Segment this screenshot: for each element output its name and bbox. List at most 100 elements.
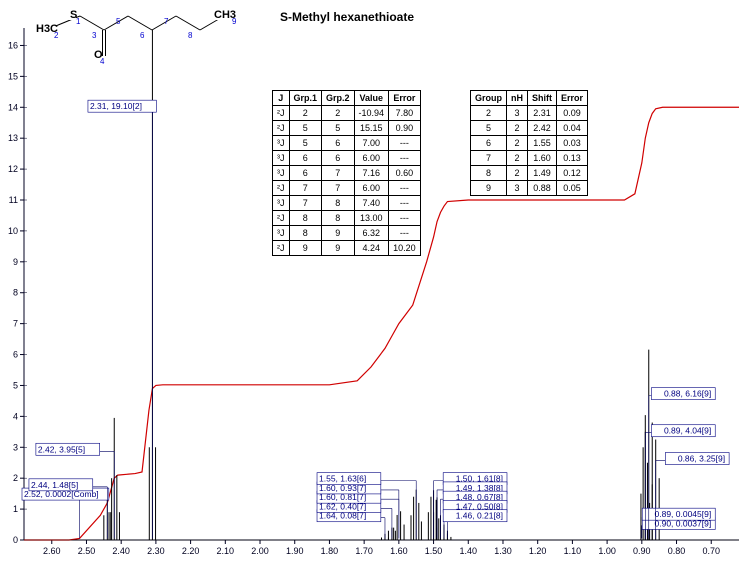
svg-text:3: 3	[92, 31, 97, 40]
cell: ---	[389, 136, 421, 151]
cell: 6	[289, 166, 322, 181]
cell: ³J	[273, 166, 290, 181]
cell: 1.60	[528, 151, 557, 166]
cell: 9	[471, 181, 507, 196]
cell: 0.13	[557, 151, 588, 166]
svg-text:4: 4	[100, 57, 105, 64]
svg-text:13: 13	[8, 133, 18, 143]
cell: 8	[322, 196, 355, 211]
col-header: Grp.2	[322, 91, 355, 106]
cell: 6.32	[354, 226, 389, 241]
svg-text:0: 0	[13, 535, 18, 545]
cell: 8	[289, 226, 322, 241]
cell: 2	[289, 106, 322, 121]
svg-text:2.40: 2.40	[112, 546, 130, 556]
cell: 2	[471, 106, 507, 121]
cell: 7	[289, 181, 322, 196]
cell: ---	[389, 181, 421, 196]
cell: 5	[322, 121, 355, 136]
cell: 2	[507, 166, 528, 181]
cell: 3	[507, 181, 528, 196]
cell: ³J	[273, 136, 290, 151]
svg-text:14: 14	[8, 102, 18, 112]
cell: 6.00	[354, 181, 389, 196]
svg-text:0.86, 3.25[9]: 0.86, 3.25[9]	[678, 454, 725, 464]
cell: ³J	[273, 151, 290, 166]
cell: 0.04	[557, 121, 588, 136]
nmr-plot: 0123456789101112131415162.602.502.402.30…	[0, 0, 743, 564]
cell: 2.42	[528, 121, 557, 136]
svg-text:10: 10	[8, 226, 18, 236]
svg-text:0.89, 0.0045[9]: 0.89, 0.0045[9]	[655, 509, 712, 519]
svg-text:1.46, 0.21[8]: 1.46, 0.21[8]	[456, 511, 503, 521]
compound-title: S-Methyl hexanethioate	[280, 10, 414, 24]
svg-text:1.40: 1.40	[460, 546, 478, 556]
cell: 0.05	[557, 181, 588, 196]
svg-text:15: 15	[8, 71, 18, 81]
cell: ²J	[273, 211, 290, 226]
cell: 6	[322, 136, 355, 151]
col-header: Value	[354, 91, 389, 106]
svg-text:9: 9	[13, 257, 18, 267]
col-header: Shift	[528, 91, 557, 106]
cell: 7.80	[389, 106, 421, 121]
svg-text:0.70: 0.70	[702, 546, 720, 556]
cell: 7.16	[354, 166, 389, 181]
cell: 7	[471, 151, 507, 166]
col-header: nH	[507, 91, 528, 106]
cell: 15.15	[354, 121, 389, 136]
cell: 2	[507, 121, 528, 136]
svg-text:1.30: 1.30	[494, 546, 512, 556]
svg-text:3: 3	[13, 442, 18, 452]
cell: 2	[507, 151, 528, 166]
cell: ²J	[273, 181, 290, 196]
col-header: Error	[389, 91, 421, 106]
svg-text:2.00: 2.00	[251, 546, 269, 556]
svg-text:1: 1	[76, 17, 81, 26]
cell: ---	[389, 196, 421, 211]
svg-text:6: 6	[13, 350, 18, 360]
svg-text:1: 1	[13, 504, 18, 514]
cell: 13.00	[354, 211, 389, 226]
svg-text:7: 7	[164, 17, 169, 26]
cell: -10.94	[354, 106, 389, 121]
svg-text:0.80: 0.80	[668, 546, 686, 556]
svg-text:2.44, 1.48[5]: 2.44, 1.48[5]	[31, 480, 78, 490]
col-header: Error	[557, 91, 588, 106]
svg-text:1.55, 1.63[6]: 1.55, 1.63[6]	[319, 474, 366, 484]
svg-text:2: 2	[54, 31, 59, 40]
cell: 2	[322, 106, 355, 121]
col-header: Group	[471, 91, 507, 106]
cell: 0.03	[557, 136, 588, 151]
svg-text:2.30: 2.30	[147, 546, 165, 556]
coupling-table: JGrp.1Grp.2ValueError²J22-10.947.80²J551…	[272, 90, 421, 256]
cell: ³J	[273, 226, 290, 241]
svg-text:2.60: 2.60	[43, 546, 61, 556]
svg-text:5: 5	[116, 17, 121, 26]
cell: 0.12	[557, 166, 588, 181]
col-header: J	[273, 91, 290, 106]
cell: 0.09	[557, 106, 588, 121]
cell: 9	[322, 241, 355, 256]
cell: 0.90	[389, 121, 421, 136]
shift-table: GroupnHShiftError232.310.09522.420.04621…	[470, 90, 588, 196]
cell: 4.24	[354, 241, 389, 256]
cell: 9	[322, 226, 355, 241]
svg-text:1.80: 1.80	[321, 546, 339, 556]
svg-text:2.10: 2.10	[217, 546, 235, 556]
svg-text:2.31, 19.10[2]: 2.31, 19.10[2]	[90, 101, 142, 111]
svg-text:1.20: 1.20	[529, 546, 547, 556]
cell: 8	[322, 211, 355, 226]
cell: ²J	[273, 241, 290, 256]
svg-text:1.90: 1.90	[286, 546, 304, 556]
cell: 7.00	[354, 136, 389, 151]
molecule-diagram: H3C2S13O45678CH39	[36, 4, 256, 64]
svg-text:2.20: 2.20	[182, 546, 200, 556]
cell: 7.40	[354, 196, 389, 211]
cell: 2.31	[528, 106, 557, 121]
svg-text:0.88, 6.16[9]: 0.88, 6.16[9]	[664, 389, 711, 399]
cell: 7	[289, 196, 322, 211]
cell: ³J	[273, 196, 290, 211]
cell: 2	[507, 136, 528, 151]
svg-text:2.50: 2.50	[78, 546, 96, 556]
